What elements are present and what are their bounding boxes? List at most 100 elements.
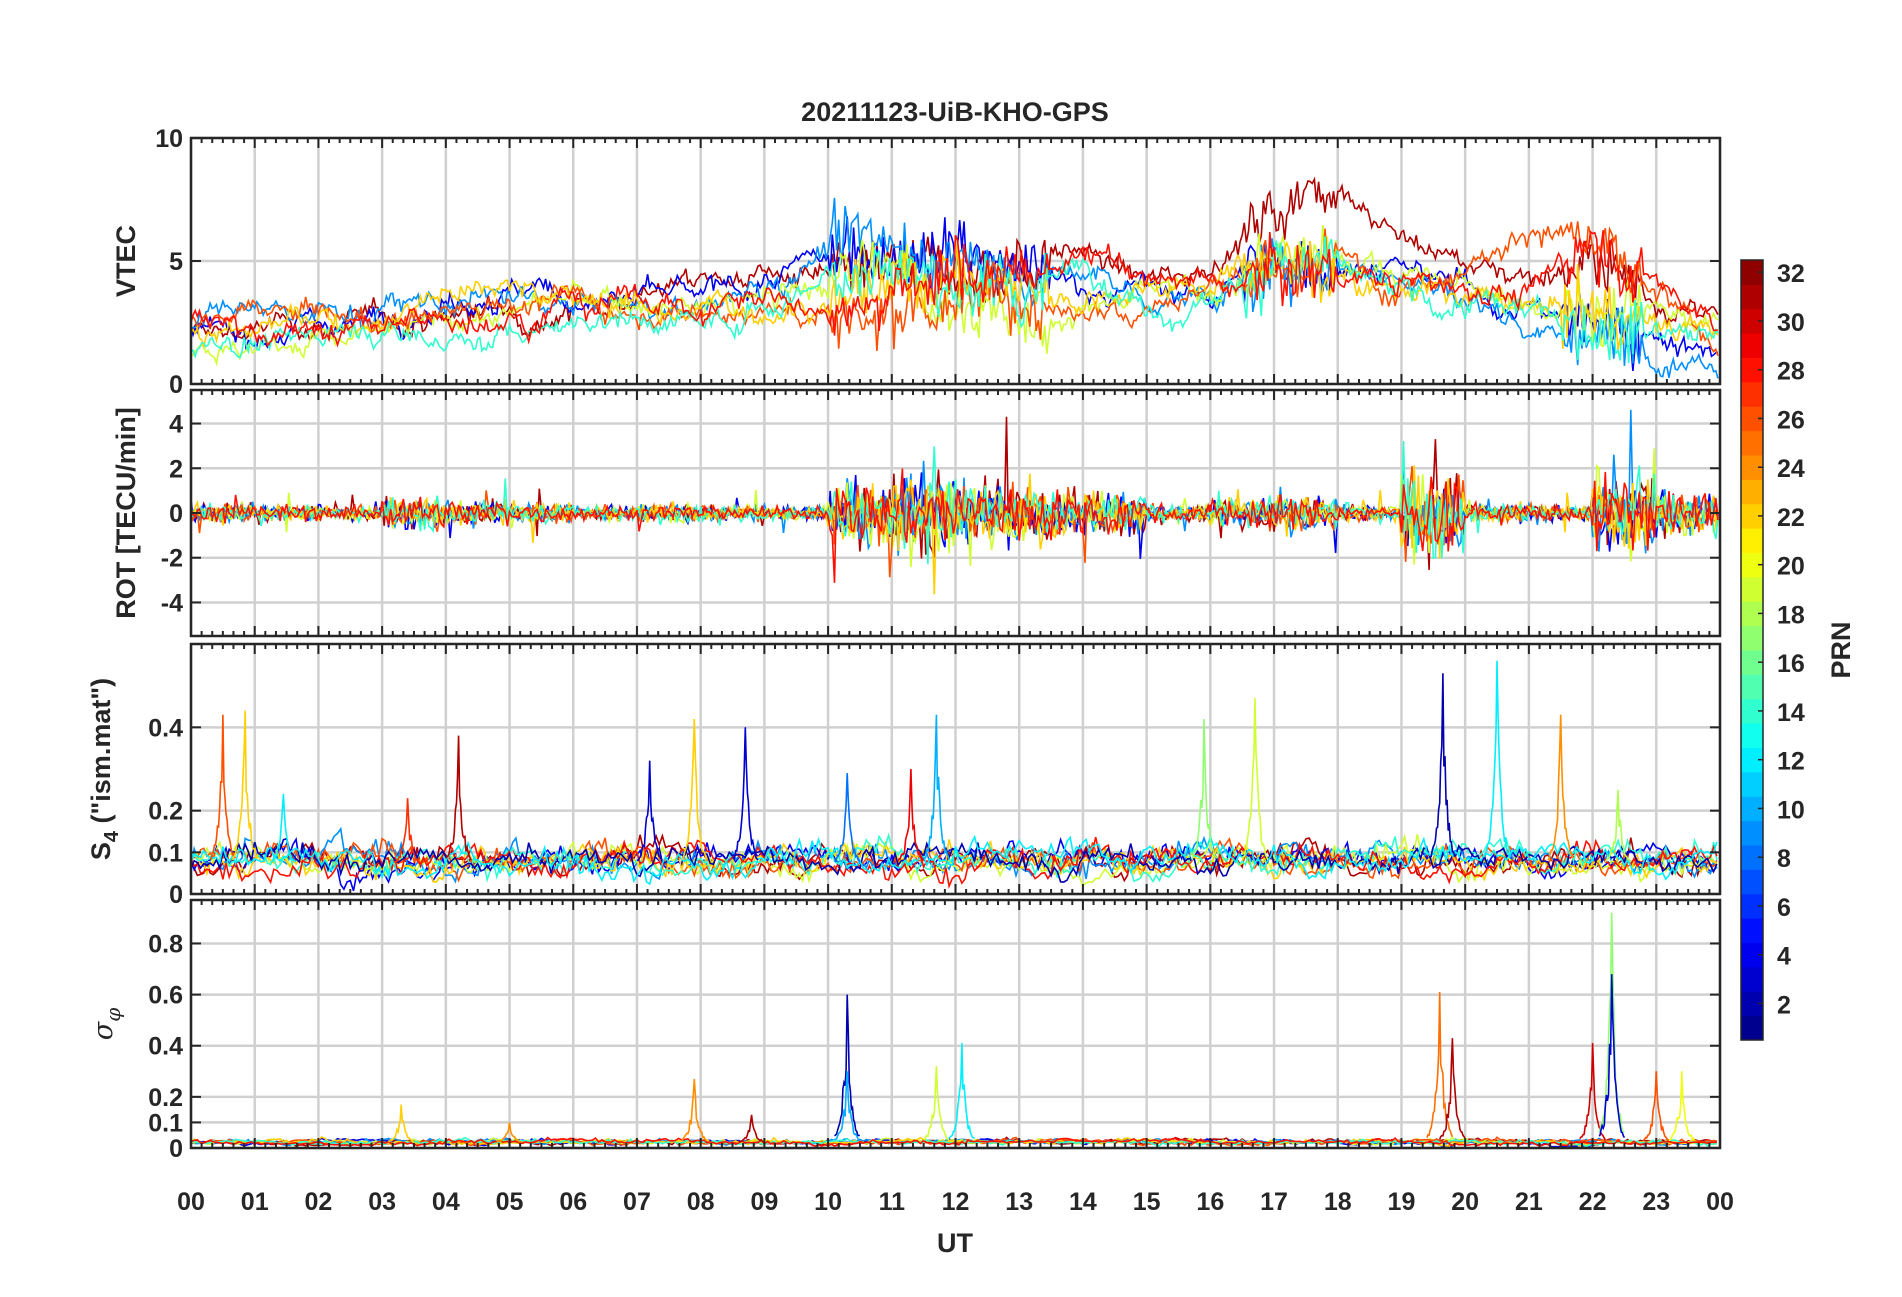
s4-peak-prn-29 <box>897 768 924 862</box>
colorbar-swatch-prn-20 <box>1741 552 1763 578</box>
sigma-phi-peak-prn-20 <box>1668 1071 1696 1141</box>
rot-y-tick-label: 0 <box>169 500 183 528</box>
colorbar-swatch-prn-15 <box>1741 674 1763 700</box>
colorbar-swatch-prn-29 <box>1741 333 1763 358</box>
x-tick-label: 03 <box>368 1188 396 1216</box>
colorbar-tick-label: 10 <box>1777 796 1805 824</box>
x-tick-label: 17 <box>1260 1188 1288 1216</box>
vtec-y-label: VTEC <box>111 225 141 297</box>
sigma-phi-peak-prn-31 <box>1438 1038 1466 1140</box>
s4-traces <box>191 660 1718 892</box>
s4-peak-prn-10 <box>922 714 950 861</box>
s4-y-tick-label: 0.1 <box>148 839 183 867</box>
s4-line-prn-12 <box>191 834 1718 886</box>
x-tick-label: 04 <box>432 1188 460 1216</box>
s4-label-rest: ("ism.mat") <box>86 678 116 831</box>
colorbar-swatch-prn-4 <box>1741 942 1763 968</box>
vtec-traces <box>191 176 1719 379</box>
colorbar-tick-label: 6 <box>1777 894 1791 922</box>
colorbar-tick-label: 24 <box>1777 455 1805 483</box>
s4-peak-prn-24 <box>1547 714 1574 861</box>
colorbar-tick-label: 30 <box>1777 309 1805 337</box>
rot-line-prn-14 <box>191 441 1719 565</box>
colorbar-swatch-prn-17 <box>1741 625 1763 651</box>
colorbar-swatch-prn-13 <box>1741 723 1763 748</box>
x-tick-label: 13 <box>1005 1188 1033 1216</box>
colorbar-swatch-prn-30 <box>1741 308 1763 334</box>
s4-peak-prn-19 <box>1241 698 1269 861</box>
x-tick-label: 08 <box>687 1188 715 1216</box>
colorbar-swatch-prn-26 <box>1741 406 1763 432</box>
colorbar-swatch-prn-24 <box>1741 455 1763 480</box>
s4-y-label: S4 ("ism.mat") <box>86 678 123 860</box>
x-tick-label: 11 <box>879 1188 906 1216</box>
sigma-phi-peak-prn-24 <box>680 1078 708 1142</box>
colorbar-tick-label: 22 <box>1777 504 1805 532</box>
colorbar-swatch-prn-21 <box>1741 528 1763 553</box>
colorbar-tick-label: 32 <box>1777 260 1805 288</box>
sigma-label-sub: φ <box>101 1008 125 1022</box>
s4-peak-prn-26 <box>209 714 237 860</box>
sigma-label-main: σ <box>88 1020 119 1040</box>
sigma-phi-peak-prn-3 <box>1598 974 1626 1139</box>
s4-peak-prn-12 <box>1483 660 1511 859</box>
x-tick-label: 14 <box>1069 1188 1097 1216</box>
x-tick-label: 12 <box>942 1188 970 1216</box>
x-tick-label: 09 <box>750 1188 778 1216</box>
colorbar-swatch-prn-6 <box>1741 893 1763 919</box>
rot-line-prn-28 <box>191 468 1719 583</box>
rot-y-label: ROT [TECU/min] <box>111 407 141 618</box>
vtec-line-prn-28 <box>191 230 1719 348</box>
x-tick-label: 05 <box>496 1188 524 1216</box>
s4-peak-prn-12 <box>270 793 297 863</box>
sigma-phi-peak-prn-10 <box>834 1071 861 1142</box>
colorbar-swatch-prn-19 <box>1741 576 1763 602</box>
sigma-phi-y-tick-label: 0.8 <box>148 930 183 958</box>
x-tick-label: 21 <box>1515 1188 1543 1216</box>
s4-peak-prn-3 <box>636 760 663 862</box>
sigma-phi-y-tick-label: 0.1 <box>148 1109 183 1137</box>
vtec-y-tick-label: 5 <box>169 248 183 276</box>
rot-y-tick-label: 2 <box>169 455 183 483</box>
sigma-phi-y-label: σφ <box>88 1008 125 1040</box>
s4-peak-prn-8 <box>833 773 861 863</box>
colorbar-swatch-prn-1 <box>1741 1015 1763 1041</box>
colorbar-swatch-prn-3 <box>1741 966 1763 992</box>
colorbar-swatch-prn-22 <box>1741 503 1763 529</box>
x-tick-label: 06 <box>559 1188 587 1216</box>
colorbar-tick-label: 16 <box>1777 650 1805 678</box>
s4-label-sub: 4 <box>101 830 123 842</box>
colorbar-tick-label: 20 <box>1777 553 1805 581</box>
colorbar-swatch-prn-11 <box>1741 771 1763 797</box>
sigma-phi-y-tick-label: 0 <box>169 1135 183 1163</box>
sigma-phi-traces <box>191 912 1718 1148</box>
x-tick-label: 23 <box>1642 1188 1670 1216</box>
vtec-line-prn-26 <box>191 221 1719 356</box>
rot-y-tick-label: -2 <box>161 545 183 573</box>
sigma-phi-peak-prn-2 <box>834 994 860 1137</box>
colorbar-tick-label: 18 <box>1777 601 1805 629</box>
x-tick-label: 18 <box>1324 1188 1352 1216</box>
x-tick-label: 07 <box>623 1188 651 1216</box>
vtec-y-tick-label: 0 <box>169 371 183 399</box>
x-tick-label: 15 <box>1133 1188 1161 1216</box>
colorbar-tick-label: 4 <box>1777 943 1791 971</box>
s4-peak-prn-22 <box>680 718 708 861</box>
sigma-phi-peak-prn-22 <box>388 1104 415 1143</box>
colorbar-swatch-prn-27 <box>1741 381 1763 407</box>
vtec-line-prn-14 <box>191 236 1719 364</box>
colorbar-swatch-prn-23 <box>1741 479 1763 505</box>
colorbar-swatch-prn-8 <box>1741 845 1763 870</box>
colorbar-tick-label: 26 <box>1777 406 1805 434</box>
vtec-y-tick-label: 10 <box>155 125 183 153</box>
colorbar-label: PRN <box>1826 621 1856 678</box>
sigma-phi-peak-prn-17 <box>1598 912 1625 1133</box>
s4-peak-prn-2 <box>1429 673 1457 858</box>
colorbar-swatch-prn-5 <box>1741 918 1763 943</box>
sigma-phi-peak-prn-19 <box>923 1066 950 1141</box>
chart-title: 20211123-UiB-KHO-GPS <box>801 97 1109 127</box>
colorbar-swatch-prn-7 <box>1741 869 1763 895</box>
sigma-phi-peak-prn-12 <box>948 1043 975 1139</box>
